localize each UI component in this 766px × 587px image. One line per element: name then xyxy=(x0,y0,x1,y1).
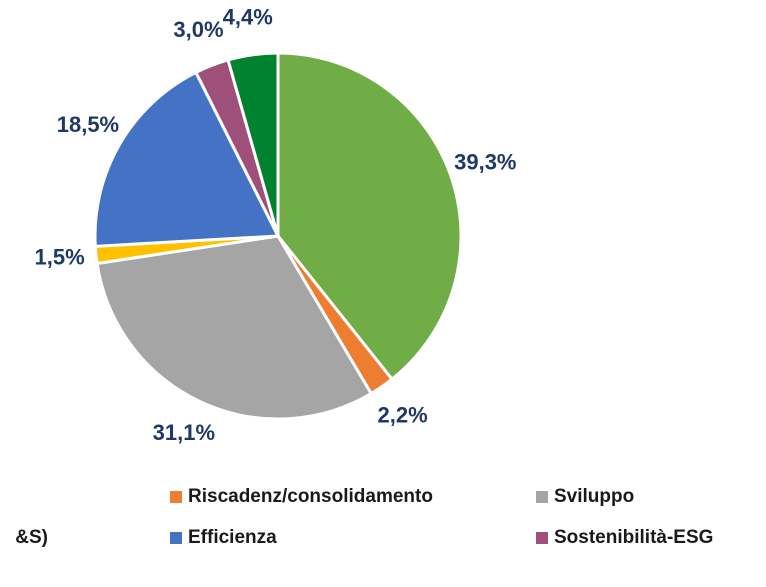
legend-label: Sostenibilità-ESG xyxy=(554,527,713,548)
legend-swatch xyxy=(536,491,548,503)
legend-swatch xyxy=(170,532,182,544)
pie-slice xyxy=(93,70,281,248)
pie-slice xyxy=(226,51,280,237)
legend-swatch xyxy=(170,491,182,503)
data-label: 1,5% xyxy=(35,245,85,270)
data-label: 3,0% xyxy=(173,17,223,42)
legend-swatch xyxy=(536,532,548,544)
pie-slice xyxy=(276,51,463,382)
legend-label: &S) xyxy=(15,527,48,548)
pie-slice xyxy=(95,234,374,421)
legend-label: Sviluppo xyxy=(554,486,634,507)
data-label: 39,3% xyxy=(454,149,516,174)
legend-label: Riscadenz/consolidamento xyxy=(188,486,433,507)
data-label: 4,4% xyxy=(223,4,273,29)
data-label: 2,2% xyxy=(377,403,427,428)
data-label: 18,5% xyxy=(57,112,119,137)
data-label: 31,1% xyxy=(153,420,215,445)
legend-label: Efficienza xyxy=(188,527,277,548)
